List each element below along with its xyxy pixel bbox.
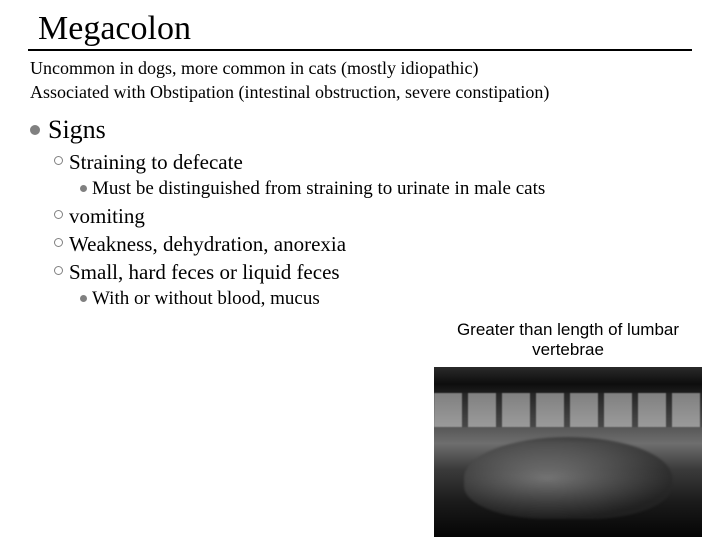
signs-subitem-text: With or without blood, mucus: [92, 287, 320, 311]
bullet-disc-icon: [30, 125, 40, 135]
signs-subitem-text: Must be distinguished from straining to …: [92, 177, 545, 201]
intro-text: Uncommon in dogs, more common in cats (m…: [28, 57, 692, 104]
signs-item-text: Straining to defecate: [69, 149, 243, 175]
xray-image: [434, 367, 702, 537]
bullet-disc-sm-icon: [80, 295, 87, 302]
image-area: Greater than length of lumbar vertebrae: [434, 320, 702, 537]
slide: Megacolon Uncommon in dogs, more common …: [0, 0, 720, 311]
bullet-disc-sm-icon: [80, 185, 87, 192]
intro-line-2: Associated with Obstipation (intestinal …: [30, 81, 692, 104]
signs-item-text: Weakness, dehydration, anorexia: [69, 231, 346, 257]
signs-subitem: With or without blood, mucus: [30, 287, 692, 311]
signs-item: Straining to defecate: [30, 149, 692, 175]
intro-line-1: Uncommon in dogs, more common in cats (m…: [30, 57, 692, 80]
slide-title: Megacolon: [28, 10, 692, 47]
bullet-circle-icon: [54, 266, 63, 275]
bullet-circle-icon: [54, 156, 63, 165]
signs-subitem: Must be distinguished from straining to …: [30, 177, 692, 201]
signs-heading: Signs: [48, 114, 106, 147]
bullet-circle-icon: [54, 238, 63, 247]
title-underline: [28, 49, 692, 51]
signs-item-text: Small, hard feces or liquid feces: [69, 259, 340, 285]
signs-item: Weakness, dehydration, anorexia: [30, 231, 692, 257]
signs-heading-row: Signs: [30, 114, 692, 147]
signs-item-text: vomiting: [69, 203, 145, 229]
signs-item: vomiting: [30, 203, 692, 229]
signs-item: Small, hard feces or liquid feces: [30, 259, 692, 285]
content-block: Signs Straining to defecate Must be dist…: [28, 114, 692, 311]
image-caption: Greater than length of lumbar vertebrae: [434, 320, 702, 361]
bullet-circle-icon: [54, 210, 63, 219]
